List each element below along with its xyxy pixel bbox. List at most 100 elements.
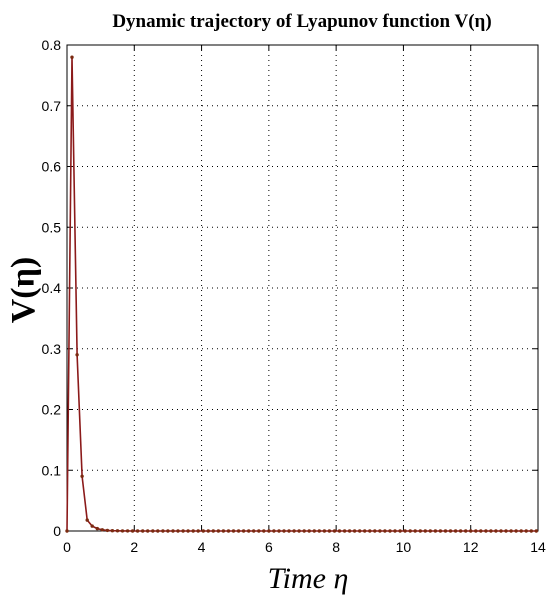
data-point bbox=[484, 529, 488, 533]
data-point bbox=[519, 529, 523, 533]
data-point bbox=[171, 529, 175, 533]
axis-ticks: 0 2 4 6 8 10 12 14 0 0.1 0.2 0.3 0.4 0.5 0.6 0.7 0.8 bbox=[42, 37, 546, 555]
data-point bbox=[100, 528, 105, 532]
data-point bbox=[211, 529, 215, 533]
x-tick-label: 14 bbox=[530, 539, 546, 555]
data-point bbox=[231, 529, 236, 533]
data-point bbox=[282, 529, 286, 533]
data-point bbox=[322, 529, 327, 533]
data-point bbox=[327, 529, 332, 533]
data-point bbox=[534, 529, 538, 533]
data-point bbox=[90, 524, 94, 528]
data-point bbox=[181, 529, 185, 533]
data-point bbox=[342, 529, 347, 533]
y-tick-label: 0.3 bbox=[42, 341, 62, 357]
data-point bbox=[176, 529, 180, 533]
data-point bbox=[262, 529, 266, 533]
y-tick-label: 0.7 bbox=[42, 98, 62, 114]
x-tick-label: 4 bbox=[198, 539, 206, 555]
y-tick-label: 0.2 bbox=[42, 402, 62, 418]
data-point bbox=[105, 528, 110, 533]
data-point bbox=[115, 529, 120, 533]
data-point bbox=[216, 529, 221, 533]
data-point bbox=[428, 529, 432, 533]
data-point bbox=[514, 529, 518, 533]
data-point bbox=[241, 529, 246, 533]
x-tick-label: 0 bbox=[63, 539, 71, 555]
y-axis-label: V(η) bbox=[5, 257, 42, 324]
chart-title: Dynamic trajectory of Lyapunov function … bbox=[112, 11, 491, 32]
data-point bbox=[403, 529, 407, 533]
x-tick-label: 10 bbox=[396, 539, 412, 555]
series-line bbox=[66, 56, 537, 532]
data-point bbox=[80, 474, 84, 478]
data-point bbox=[398, 529, 402, 533]
data-point bbox=[464, 529, 468, 533]
y-tick-label: 0.8 bbox=[42, 37, 62, 53]
data-point bbox=[196, 529, 200, 533]
data-point bbox=[257, 529, 261, 533]
data-point bbox=[312, 529, 316, 533]
data-point bbox=[383, 529, 387, 533]
data-point bbox=[408, 529, 412, 533]
data-point bbox=[448, 529, 453, 533]
y-tick-label: 0.5 bbox=[42, 219, 62, 235]
data-point bbox=[166, 529, 170, 533]
data-point bbox=[272, 529, 276, 533]
data-point bbox=[378, 529, 382, 533]
data-point bbox=[267, 529, 271, 533]
data-point bbox=[418, 529, 422, 533]
grid bbox=[67, 45, 538, 531]
data-point bbox=[317, 529, 321, 533]
data-point bbox=[130, 529, 135, 533]
data-point bbox=[358, 529, 362, 533]
data-point bbox=[347, 529, 352, 533]
data-point bbox=[529, 529, 533, 533]
data-point bbox=[363, 529, 367, 533]
data-point bbox=[474, 529, 478, 533]
data-point bbox=[393, 529, 397, 533]
y-tick-label: 0.6 bbox=[42, 159, 62, 175]
data-point bbox=[438, 529, 443, 533]
data-point bbox=[524, 529, 528, 533]
y-tick-label: 0 bbox=[53, 523, 61, 539]
data-point bbox=[206, 529, 210, 533]
x-axis-label: Time η bbox=[268, 562, 349, 595]
data-point bbox=[453, 529, 458, 533]
data-point bbox=[156, 529, 160, 533]
data-point bbox=[252, 529, 256, 533]
data-point bbox=[135, 529, 140, 533]
y-tick-label: 0.4 bbox=[42, 280, 62, 296]
data-point bbox=[191, 529, 195, 533]
data-point bbox=[352, 529, 357, 533]
data-point bbox=[161, 529, 165, 533]
data-point bbox=[504, 529, 508, 533]
data-point bbox=[65, 529, 69, 533]
data-point bbox=[509, 529, 513, 533]
x-tick-label: 8 bbox=[332, 539, 340, 555]
data-point bbox=[297, 529, 301, 533]
data-point bbox=[302, 529, 306, 533]
data-point bbox=[247, 529, 251, 533]
data-point bbox=[221, 529, 226, 533]
data-point bbox=[95, 526, 100, 531]
data-point bbox=[494, 529, 498, 533]
data-point bbox=[307, 529, 311, 533]
data-point bbox=[443, 529, 448, 533]
data-point bbox=[413, 529, 417, 533]
data-point bbox=[373, 529, 377, 533]
data-point bbox=[141, 529, 145, 533]
data-series bbox=[65, 55, 538, 533]
x-tick-label: 12 bbox=[463, 539, 479, 555]
data-point bbox=[201, 529, 205, 533]
data-point bbox=[125, 529, 130, 533]
data-point bbox=[458, 529, 463, 533]
data-point bbox=[368, 529, 372, 533]
data-point bbox=[423, 529, 427, 533]
data-point bbox=[489, 529, 493, 533]
data-point bbox=[186, 529, 190, 533]
data-point bbox=[479, 529, 483, 533]
x-tick-label: 2 bbox=[130, 539, 138, 555]
x-tick-label: 6 bbox=[265, 539, 273, 555]
